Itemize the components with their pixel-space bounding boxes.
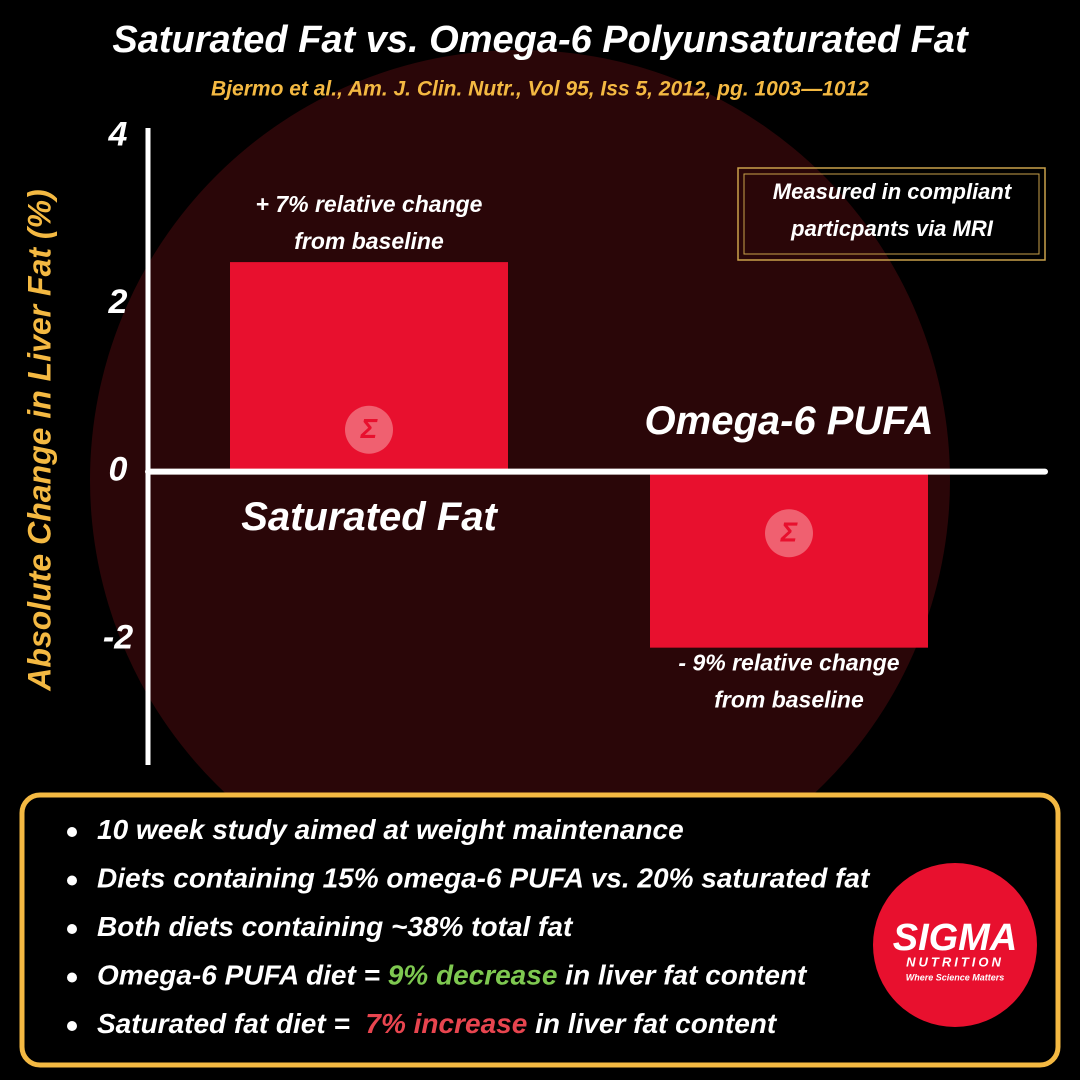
logo-tagline: Where Science Matters [906, 972, 1005, 982]
y-tick-label: 2 [108, 283, 128, 321]
logo-name: SIGMA [893, 917, 1018, 959]
note-text: particpants via MRI [790, 216, 994, 241]
y-axis-label: Absolute Change in Liver Fat (%) [21, 189, 57, 691]
note-text: Measured in compliant [773, 179, 1013, 204]
bullet-segment: in liver fat content [527, 1008, 778, 1039]
chart-subtitle: Bjermo et al., Am. J. Clin. Nutr., Vol 9… [211, 78, 869, 101]
bar-annotation: from baseline [294, 228, 444, 254]
bar-icon-glyph: Σ [780, 517, 798, 548]
y-tick-label: -2 [103, 618, 133, 656]
bar-annotation: from baseline [714, 687, 864, 713]
bullet-dot [67, 924, 77, 934]
bar-annotation: + 7% relative change [256, 191, 483, 217]
bullet-text: Saturated fat diet = 7% increase in live… [97, 1008, 778, 1039]
note-box [737, 167, 1046, 261]
y-tick-label: 0 [109, 451, 128, 489]
bullet-text: Both diets containing ~38% total fat [97, 911, 574, 942]
bar-icon-glyph: Σ [360, 413, 378, 444]
bullet-segment: Both diets containing ~38% total fat [97, 911, 574, 942]
logo-subname: NUTRITION [906, 954, 1004, 969]
bullet-dot [67, 1021, 77, 1031]
bullet-segment: Diets containing 15% omega-6 PUFA vs. 20… [97, 863, 871, 894]
bullet-segment: Omega-6 PUFA diet = [97, 960, 388, 991]
bullet-segment: 9% decrease [388, 960, 558, 991]
bar-icon [765, 509, 813, 558]
bullet-text: 10 week study aimed at weight maintenanc… [97, 814, 684, 845]
bullet-segment: 7% increase [365, 1008, 527, 1039]
bullet-text: Diets containing 15% omega-6 PUFA vs. 20… [97, 863, 871, 894]
y-tick-label: 4 [108, 115, 128, 153]
bullet-segment: Saturated fat diet = [97, 1008, 365, 1039]
bar-icon [345, 405, 393, 454]
bullet-segment: 10 week study aimed at weight maintenanc… [97, 814, 684, 845]
category-label: Omega-6 PUFA [645, 399, 934, 443]
bullet-segment: in liver fat content [557, 960, 808, 991]
note-box-inner [743, 173, 1040, 255]
category-label: Saturated Fat [241, 495, 498, 539]
logo-circle [873, 863, 1037, 1027]
summary-box [19, 792, 1061, 1068]
bar [650, 471, 928, 648]
bar-annotation: - 9% relative change [678, 650, 899, 676]
chart-title: Saturated Fat vs. Omega-6 Polyunsaturate… [112, 19, 969, 61]
bullet-dot [67, 972, 77, 983]
bullet-dot [67, 875, 77, 886]
bullet-text: Omega-6 PUFA diet = 9% decrease in liver… [97, 960, 808, 991]
bullet-dot [67, 827, 77, 837]
